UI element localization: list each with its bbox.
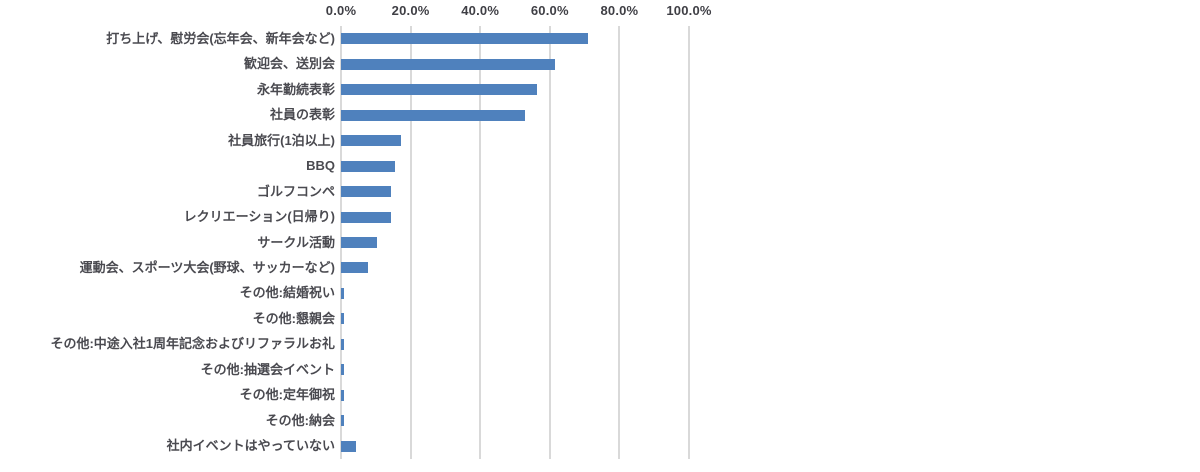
category-label: その他:抽選会イベント [200,361,335,377]
bar [341,135,401,147]
category-label: 永年勤続表彰 [256,81,335,97]
gridline [548,26,551,459]
gridline [688,26,690,459]
bar [341,313,345,325]
category-label: その他:中途入社1周年記念およびリファラルお礼 [50,336,335,352]
bar [341,109,526,121]
bar [341,160,395,172]
category-label: 社員の表彰 [269,107,335,123]
bar [341,440,356,452]
category-label: 運動会、スポーツ大会(野球、サッカーなど) [79,259,335,275]
category-label: ゴルフコンペ [256,183,335,199]
bar [341,84,538,96]
category-label: BBQ [306,158,335,174]
category-label: 打ち上げ、慰労会(忘年会、新年会など) [106,30,335,46]
bar [341,33,588,45]
bar [341,287,345,299]
bar [341,237,377,248]
bar [341,262,368,274]
category-label: 社員旅行(1泊以上) [228,132,335,148]
gridline [618,26,621,459]
category-label: サークル活動 [257,234,335,250]
category-label: レクリエーション(日帰り) [183,209,335,225]
gridline [409,26,412,459]
category-label: 歓迎会、送別会 [243,56,335,72]
x-axis-tick-label: 20.0% [391,3,430,18]
gridline [479,26,482,459]
bar [341,338,345,350]
bar [341,389,345,401]
x-axis-tick-label: 80.0% [600,3,639,18]
category-label: その他:納会 [265,412,335,428]
x-axis-tick-label: 60.0% [530,3,569,18]
bar [341,364,345,376]
x-axis-tick-label: 40.0% [461,3,500,18]
bar [341,415,345,427]
bar [341,211,392,223]
x-axis-tick-label: 100.0% [666,3,712,18]
category-label: その他:結婚祝い [239,285,335,301]
category-label: その他:定年御祝 [239,387,335,403]
bar [341,186,392,198]
category-label: その他:懇親会 [252,310,335,326]
x-axis-tick-label: 0.0% [325,3,357,18]
bar [341,58,556,70]
category-label: 社内イベントはやっていない [166,438,335,454]
